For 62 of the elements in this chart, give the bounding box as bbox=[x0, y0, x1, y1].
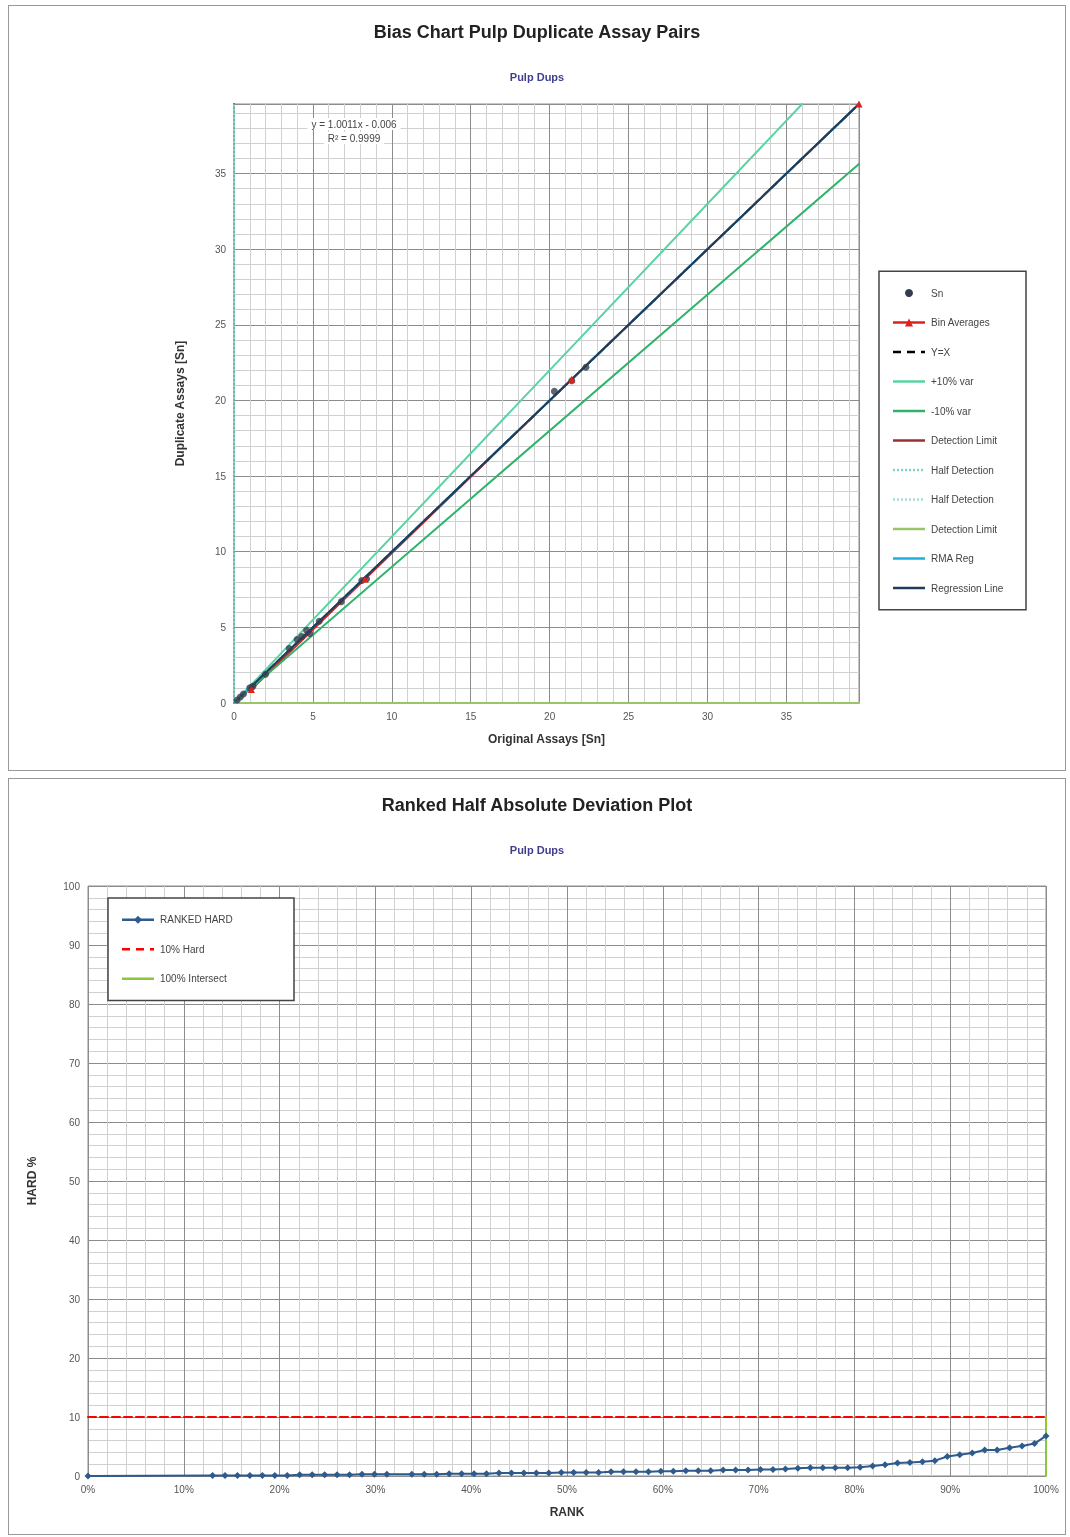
x-axis-title: RANK bbox=[549, 1505, 585, 1519]
y-tick-label: 20 bbox=[68, 1352, 81, 1364]
x-tick-label: 0% bbox=[80, 1483, 96, 1495]
y-tick-label: 10 bbox=[68, 1411, 81, 1423]
legend-label: Regression Line bbox=[931, 582, 1004, 594]
y-tick-label: 15 bbox=[214, 470, 227, 482]
legend-label: 10% Hard bbox=[160, 943, 205, 955]
y-tick-label: 30 bbox=[214, 243, 227, 255]
x-tick-label: 70% bbox=[748, 1483, 769, 1495]
legend-label: +10% var bbox=[931, 376, 975, 387]
x-tick-label: 15 bbox=[465, 710, 477, 722]
y-axis-title: HARD % bbox=[25, 1156, 39, 1206]
y-tick-label: 100 bbox=[63, 880, 81, 892]
x-axis-title: Original Assays [Sn] bbox=[488, 732, 605, 746]
x-tick-label: 50% bbox=[556, 1483, 578, 1495]
legend-label: RANKED HARD bbox=[160, 914, 233, 926]
y-tick-label: 30 bbox=[68, 1293, 81, 1305]
legend-label: Sn bbox=[931, 287, 944, 299]
x-tick-label: 0 bbox=[231, 710, 238, 722]
chart-subtitle: Pulp Dups bbox=[509, 70, 565, 83]
y-axis-title: Duplicate Assays [Sn] bbox=[173, 340, 187, 467]
x-tick-label: 20 bbox=[544, 710, 556, 722]
legend-label: Detection Limit bbox=[931, 523, 998, 535]
legend-label: Y=X bbox=[931, 346, 951, 358]
y-tick-label: 10 bbox=[214, 546, 227, 558]
y-tick-label: 5 bbox=[220, 621, 227, 633]
legend-label: Half Detection bbox=[931, 464, 994, 476]
y-tick-label: 70 bbox=[68, 1057, 81, 1069]
legend-label: RMA Reg bbox=[931, 553, 974, 564]
x-tick-label: 30% bbox=[365, 1483, 386, 1495]
x-tick-label: 90% bbox=[940, 1483, 961, 1495]
y-tick-label: 40 bbox=[68, 1234, 81, 1246]
legend-label: 100% Intersect bbox=[160, 973, 227, 985]
x-tick-label: 35 bbox=[780, 710, 793, 722]
x-tick-label: 5 bbox=[310, 710, 317, 722]
annotation: y = 1.0011x - 0.006 bbox=[311, 118, 398, 130]
x-tick-label: 60% bbox=[652, 1483, 673, 1495]
x-tick-label: 80% bbox=[844, 1483, 865, 1495]
legend-label: Detection Limit bbox=[931, 435, 998, 446]
x-tick-label: 30 bbox=[701, 710, 714, 722]
legend-label: Bin Averages bbox=[931, 317, 990, 328]
y-tick-label: 20 bbox=[214, 394, 227, 406]
y-tick-label: 50 bbox=[68, 1175, 81, 1187]
legend-label: -10% var bbox=[931, 405, 972, 417]
x-tick-label: 10 bbox=[386, 710, 398, 722]
y-tick-label: 0 bbox=[74, 1470, 81, 1482]
y-tick-label: 25 bbox=[214, 319, 227, 331]
chart-title: Ranked Half Absolute Deviation Plot bbox=[381, 795, 693, 815]
x-tick-label: 20% bbox=[269, 1483, 290, 1495]
y-tick-label: 80 bbox=[68, 998, 81, 1010]
y-tick-label: 0 bbox=[220, 697, 227, 709]
chart-subtitle: Pulp Dups bbox=[509, 843, 565, 856]
chart-title: Bias Chart Pulp Duplicate Assay Pairs bbox=[373, 22, 701, 42]
x-tick-label: 100% bbox=[1033, 1483, 1059, 1495]
x-tick-label: 40% bbox=[461, 1483, 482, 1495]
x-tick-label: 10% bbox=[173, 1483, 194, 1495]
y-tick-label: 35 bbox=[214, 168, 227, 180]
annotation: R² = 0.9999 bbox=[327, 132, 381, 144]
y-tick-label: 60 bbox=[68, 1116, 81, 1128]
y-tick-label: 90 bbox=[68, 939, 81, 951]
legend-label: Half Detection bbox=[931, 494, 994, 505]
x-tick-label: 25 bbox=[623, 710, 635, 722]
